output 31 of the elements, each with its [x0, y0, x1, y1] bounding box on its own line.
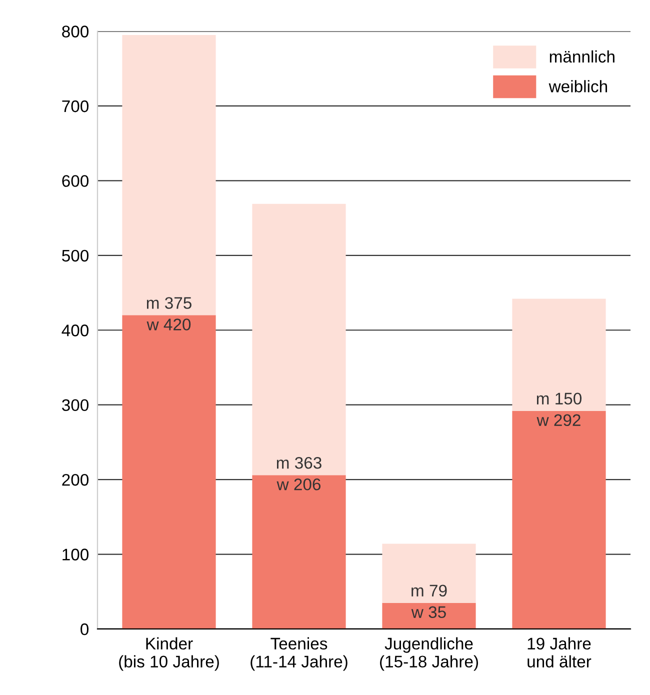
x-tick-label: Jugendliche (15-18 Jahre) — [380, 637, 478, 671]
data-label: m 79 — [412, 584, 447, 597]
data-label: w 292 — [536, 414, 580, 426]
x-tick-label: 19 Jahre und älter — [528, 637, 592, 668]
bar — [252, 204, 346, 476]
data-label: w 35 — [411, 606, 446, 618]
legend-label: männlich — [550, 50, 614, 63]
x-tick-label: Teenies (11-14 Jahre) — [250, 637, 348, 671]
y-tick-label: 0 — [80, 623, 89, 636]
data-label: m 150 — [536, 392, 582, 405]
data-label: w 420 — [146, 318, 191, 330]
y-tick-label: 600 — [62, 175, 89, 187]
data-label: w 206 — [276, 478, 321, 490]
y-tick-label: 300 — [62, 399, 89, 412]
data-label: m 363 — [276, 456, 322, 469]
y-tick-label: 500 — [62, 250, 89, 262]
bar — [512, 298, 606, 411]
bar — [382, 544, 476, 603]
bar — [122, 315, 216, 629]
bar — [122, 35, 216, 316]
data-label: m 375 — [146, 297, 192, 309]
legend-label: weiblich — [548, 80, 608, 92]
y-tick-label: 800 — [62, 26, 89, 38]
bar — [252, 475, 346, 629]
x-tick-label: Kinder (bis 10 Jahre) — [119, 637, 219, 671]
y-tick-label: 400 — [62, 324, 89, 336]
y-tick-label: 700 — [62, 100, 89, 112]
bar — [512, 410, 606, 629]
bar — [382, 602, 476, 629]
y-tick-label: 100 — [62, 548, 89, 560]
y-tick-label: 200 — [62, 474, 89, 486]
